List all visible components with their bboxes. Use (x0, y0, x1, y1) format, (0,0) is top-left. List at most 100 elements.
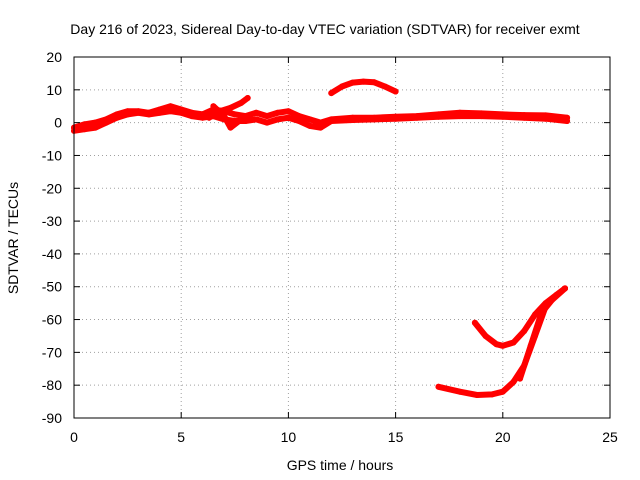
data-point (306, 122, 313, 129)
data-point (564, 118, 571, 124)
data-point (167, 103, 174, 110)
data-point (244, 95, 251, 101)
data-point (510, 378, 517, 385)
data-point (178, 109, 185, 116)
y-tick-label: -30 (42, 213, 62, 229)
data-point (471, 319, 478, 326)
x-tick-label: 10 (281, 429, 297, 445)
data-point (482, 333, 489, 339)
y-tick-label: -90 (42, 410, 62, 426)
data-point (328, 90, 335, 97)
data-point (349, 79, 356, 86)
data-point (146, 111, 152, 118)
data-point (499, 342, 506, 349)
data-point (538, 310, 545, 316)
data-point (435, 383, 442, 390)
data-point (113, 114, 120, 121)
data-point (414, 114, 420, 121)
x-tick-label: 0 (70, 429, 78, 445)
chart-title: Day 216 of 2023, Sidereal Day-to-day VTE… (70, 21, 579, 37)
data-series (71, 78, 571, 398)
data-point (517, 375, 523, 382)
data-point (456, 113, 463, 120)
data-point (135, 109, 142, 116)
y-tick-label: -20 (42, 180, 62, 196)
data-point (521, 328, 528, 334)
y-tick-label: -80 (42, 377, 62, 393)
data-point (124, 111, 131, 118)
data-point (527, 342, 534, 349)
y-axis-label: SDTVAR / TECUs (5, 182, 21, 294)
data-point (349, 117, 356, 123)
data-point (274, 116, 281, 123)
data-point (339, 83, 345, 90)
y-tick-label: -10 (42, 147, 62, 163)
data-point (238, 116, 245, 123)
x-tick-label: 20 (495, 429, 511, 445)
x-tick-label: 15 (388, 429, 404, 445)
data-point (81, 121, 88, 128)
data-point (227, 124, 234, 131)
data-point (493, 341, 500, 348)
x-axis-label: GPS time / hours (287, 457, 394, 473)
data-point (306, 116, 313, 123)
data-point (199, 114, 206, 121)
data-point (474, 392, 481, 398)
data-point (253, 116, 260, 123)
data-point (521, 114, 528, 121)
data-point (206, 114, 213, 121)
data-point (296, 118, 303, 124)
data-point (562, 285, 568, 292)
data-point (542, 115, 549, 122)
plot-frame (73, 56, 611, 419)
series-climb-line (517, 285, 568, 382)
data-point (274, 109, 281, 116)
data-point (81, 126, 88, 133)
data-point (549, 296, 556, 303)
data-point (103, 119, 110, 126)
data-point (371, 79, 378, 86)
data-point (188, 113, 195, 120)
series-spike-b (210, 103, 245, 131)
data-point (238, 99, 245, 106)
data-point (317, 124, 324, 131)
data-point (242, 113, 249, 120)
data-point (371, 116, 378, 123)
data-point (210, 103, 217, 110)
data-point (478, 113, 485, 120)
data-point (264, 113, 270, 120)
data-point (532, 311, 538, 318)
data-point (227, 104, 234, 111)
data-point (328, 118, 335, 124)
data-point (253, 109, 260, 116)
data-point (510, 339, 517, 346)
data-point (499, 388, 506, 395)
x-tick-label: 25 (602, 429, 618, 445)
data-point (221, 113, 228, 120)
data-point (360, 78, 367, 85)
data-point (231, 111, 238, 118)
x-tick-label: 5 (177, 429, 185, 445)
data-point (392, 88, 399, 95)
y-tick-label: -70 (42, 344, 62, 360)
axis-ticks: 0 5 10 15 20 25 20 10 0 -10 -20 -30 -40 -50 -60 -70 -80 -… (42, 49, 618, 445)
data-point (435, 113, 442, 120)
data-point (499, 113, 506, 120)
y-tick-label: 20 (46, 49, 62, 65)
data-point (285, 108, 292, 115)
data-point (392, 115, 399, 122)
y-tick-label: 10 (46, 82, 62, 98)
data-point (381, 83, 388, 90)
data-point (456, 388, 463, 395)
y-tick-label: -60 (42, 312, 62, 328)
y-tick-label: -50 (42, 279, 62, 295)
data-point (92, 124, 99, 131)
y-tick-label: -40 (42, 246, 62, 262)
data-point (285, 114, 292, 121)
y-tick-label: 0 (54, 115, 62, 131)
data-point (156, 109, 163, 116)
data-point (489, 391, 496, 398)
data-point (167, 108, 174, 115)
data-point (264, 119, 270, 126)
